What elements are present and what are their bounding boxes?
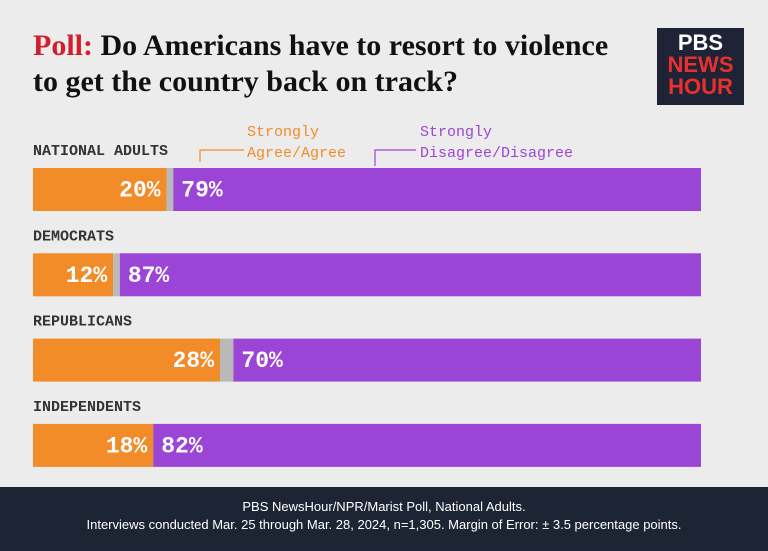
category-label: DEMOCRATS	[33, 228, 114, 245]
footer-source: PBS NewsHour/NPR/Marist Poll, National A…	[242, 499, 526, 514]
bar-segment	[166, 168, 174, 211]
footer: PBS NewsHour/NPR/Marist Poll, National A…	[0, 487, 768, 551]
chart: NATIONAL ADULTS 20% 79% DEMOCRATS 12% 87% REPU…	[33, 143, 702, 467]
category-label: NATIONAL ADULTS	[33, 143, 168, 160]
bar-segment	[119, 253, 702, 297]
title: Poll: Do Americans have to resort to vio…	[33, 28, 623, 100]
title-text: Do Americans have to resort to violence …	[33, 29, 609, 98]
title-label: Poll:	[33, 29, 93, 62]
legend-entry: Strongly Disagree/Disagree	[420, 124, 574, 162]
category-label: REPUBLICANS	[33, 314, 132, 331]
value-label: 18%	[106, 433, 148, 459]
footer-note: Interviews conducted Mar. 25 through Mar…	[86, 517, 682, 532]
bar-segment	[233, 338, 701, 382]
leader-line	[199, 149, 244, 162]
value-label: 12%	[66, 263, 108, 289]
leader-line	[374, 149, 416, 166]
logo-line: PBS	[677, 30, 724, 55]
value-label: 79%	[181, 178, 223, 204]
bar-segment	[33, 338, 221, 382]
value-label: 82%	[161, 433, 203, 459]
legend-entry: Strongly Agree/Agree	[247, 124, 347, 162]
category-label: INDEPENDENTS	[33, 399, 141, 416]
value-label: 20%	[119, 178, 161, 204]
bar-segment	[33, 253, 114, 297]
bar-segment	[153, 423, 702, 467]
logo: PBS NEWS HOUR	[657, 28, 744, 105]
bar-segment	[33, 168, 167, 211]
value-label: 70%	[241, 348, 283, 374]
value-label: 28%	[173, 348, 215, 374]
logo-line: HOUR	[668, 74, 733, 99]
bar-segment	[220, 338, 234, 382]
bar-segment	[33, 423, 154, 467]
bar-segment	[173, 168, 701, 211]
bar-segment	[113, 253, 120, 297]
logo-line: NEWS	[667, 52, 734, 77]
value-label: 87%	[128, 263, 170, 289]
